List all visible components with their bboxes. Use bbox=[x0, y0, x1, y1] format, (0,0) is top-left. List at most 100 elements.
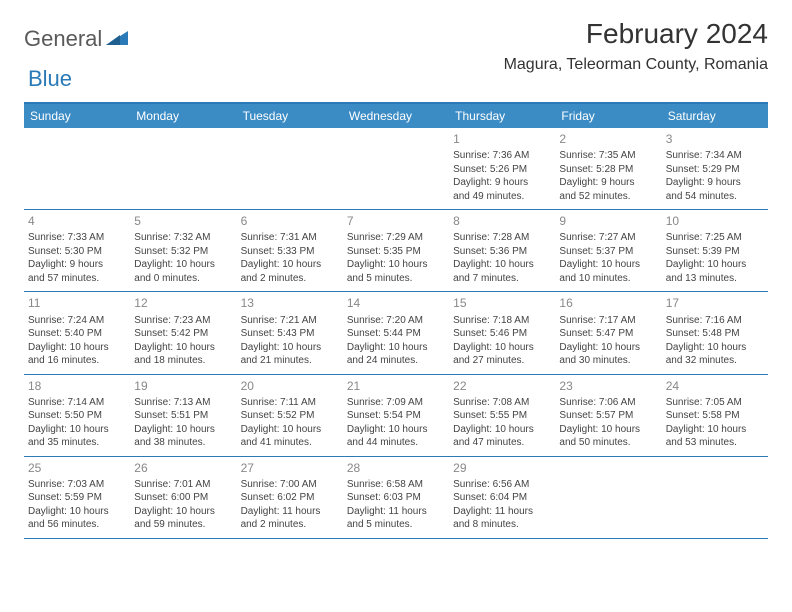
calendar-cell bbox=[343, 128, 449, 210]
calendar-cell: 27Sunrise: 7:00 AMSunset: 6:02 PMDayligh… bbox=[237, 457, 343, 539]
sunset-text: Sunset: 5:28 PM bbox=[559, 163, 657, 177]
sunrise-text: Sunrise: 7:24 AM bbox=[28, 314, 126, 328]
sunrise-text: Sunrise: 7:14 AM bbox=[28, 396, 126, 410]
daylight-text: and 47 minutes. bbox=[453, 436, 551, 450]
daylight-text: and 38 minutes. bbox=[134, 436, 232, 450]
sunrise-text: Sunrise: 7:31 AM bbox=[241, 231, 339, 245]
sunrise-text: Sunrise: 7:03 AM bbox=[28, 478, 126, 492]
calendar-cell: 18Sunrise: 7:14 AMSunset: 5:50 PMDayligh… bbox=[24, 375, 130, 457]
calendar-cell: 11 Sunrise: 7:24 AMSunset: 5:40 PMDayligh… bbox=[24, 292, 130, 374]
sunrise-text: Sunrise: 7:01 AM bbox=[134, 478, 232, 492]
sunrise-text: Sunrise: 7:17 AM bbox=[559, 314, 657, 328]
sunrise-text: Sunrise: 7:13 AM bbox=[134, 396, 232, 410]
calendar-cell: 4Sunrise: 7:33 AMSunset: 5:30 PMDaylight… bbox=[24, 210, 130, 292]
sunrise-text: Sunrise: 7:23 AM bbox=[134, 314, 232, 328]
daylight-text: and 56 minutes. bbox=[28, 518, 126, 532]
logo-text-blue: Blue bbox=[28, 66, 72, 92]
day-number: 13 bbox=[241, 295, 339, 311]
calendar-cell: 10Sunrise: 7:25 AMSunset: 5:39 PMDayligh… bbox=[662, 210, 768, 292]
daylight-text: Daylight: 10 hours bbox=[666, 423, 764, 437]
daylight-text: Daylight: 10 hours bbox=[134, 258, 232, 272]
calendar-cell: 5Sunrise: 7:32 AMSunset: 5:32 PMDaylight… bbox=[130, 210, 236, 292]
calendar-cell bbox=[237, 128, 343, 210]
calendar-cell: 19Sunrise: 7:13 AMSunset: 5:51 PMDayligh… bbox=[130, 375, 236, 457]
daylight-text: Daylight: 10 hours bbox=[28, 505, 126, 519]
day-number: 22 bbox=[453, 378, 551, 394]
daylight-text: Daylight: 9 hours bbox=[559, 176, 657, 190]
day-number: 25 bbox=[28, 460, 126, 476]
daylight-text: and 10 minutes. bbox=[559, 272, 657, 286]
sunset-text: Sunset: 5:57 PM bbox=[559, 409, 657, 423]
calendar-cell: 15Sunrise: 7:18 AMSunset: 5:46 PMDayligh… bbox=[449, 292, 555, 374]
daylight-text: and 53 minutes. bbox=[666, 436, 764, 450]
day-number: 5 bbox=[134, 213, 232, 229]
daylight-text: Daylight: 9 hours bbox=[28, 258, 126, 272]
daylight-text: and 13 minutes. bbox=[666, 272, 764, 286]
sunset-text: Sunset: 5:46 PM bbox=[453, 327, 551, 341]
day-number: 9 bbox=[559, 213, 657, 229]
day-number: 28 bbox=[347, 460, 445, 476]
sunset-text: Sunset: 5:54 PM bbox=[347, 409, 445, 423]
daylight-text: Daylight: 10 hours bbox=[347, 341, 445, 355]
weekday-header: Thursday bbox=[449, 104, 555, 128]
daylight-text: and 8 minutes. bbox=[453, 518, 551, 532]
day-number: 21 bbox=[347, 378, 445, 394]
sunset-text: Sunset: 5:59 PM bbox=[28, 491, 126, 505]
sunset-text: Sunset: 5:29 PM bbox=[666, 163, 764, 177]
daylight-text: and 0 minutes. bbox=[134, 272, 232, 286]
logo-text-general: General bbox=[24, 26, 102, 52]
calendar: Sunday Monday Tuesday Wednesday Thursday… bbox=[24, 102, 768, 539]
sunset-text: Sunset: 5:58 PM bbox=[666, 409, 764, 423]
calendar-cell: 25 Sunrise: 7:03 AMSunset: 5:59 PMDayligh… bbox=[24, 457, 130, 539]
weekday-header: Friday bbox=[555, 104, 661, 128]
day-number: 24 bbox=[666, 378, 764, 394]
sunrise-text: Sunrise: 7:33 AM bbox=[28, 231, 126, 245]
calendar-cell: 14Sunrise: 7:20 AMSunset: 5:44 PMDayligh… bbox=[343, 292, 449, 374]
day-number: 15 bbox=[453, 295, 551, 311]
sunset-text: Sunset: 5:55 PM bbox=[453, 409, 551, 423]
day-number: 11 bbox=[28, 295, 126, 311]
day-number: 3 bbox=[666, 131, 764, 147]
calendar-cell: 6Sunrise: 7:31 AMSunset: 5:33 PMDaylight… bbox=[237, 210, 343, 292]
logo-triangle-icon bbox=[106, 29, 128, 50]
daylight-text: and 44 minutes. bbox=[347, 436, 445, 450]
daylight-text: Daylight: 10 hours bbox=[559, 258, 657, 272]
daylight-text: Daylight: 10 hours bbox=[453, 258, 551, 272]
daylight-text: Daylight: 10 hours bbox=[28, 341, 126, 355]
day-number: 7 bbox=[347, 213, 445, 229]
daylight-text: and 21 minutes. bbox=[241, 354, 339, 368]
daylight-text: Daylight: 10 hours bbox=[134, 505, 232, 519]
title-block: February 2024 Magura, Teleorman County, … bbox=[504, 18, 768, 74]
sunset-text: Sunset: 5:40 PM bbox=[28, 327, 126, 341]
daylight-text: and 59 minutes. bbox=[134, 518, 232, 532]
daylight-text: and 2 minutes. bbox=[241, 518, 339, 532]
sunrise-text: Sunrise: 7:28 AM bbox=[453, 231, 551, 245]
sunset-text: Sunset: 6:00 PM bbox=[134, 491, 232, 505]
sunrise-text: Sunrise: 7:20 AM bbox=[347, 314, 445, 328]
daylight-text: and 30 minutes. bbox=[559, 354, 657, 368]
page-title: February 2024 bbox=[504, 18, 768, 50]
sunset-text: Sunset: 6:04 PM bbox=[453, 491, 551, 505]
weekday-header: Tuesday bbox=[237, 104, 343, 128]
calendar-cell bbox=[24, 128, 130, 210]
day-number: 16 bbox=[559, 295, 657, 311]
daylight-text: and 52 minutes. bbox=[559, 190, 657, 204]
daylight-text: and 2 minutes. bbox=[241, 272, 339, 286]
calendar-cell bbox=[555, 457, 661, 539]
calendar-cell: 16Sunrise: 7:17 AMSunset: 5:47 PMDayligh… bbox=[555, 292, 661, 374]
calendar-cell: 24Sunrise: 7:05 AMSunset: 5:58 PMDayligh… bbox=[662, 375, 768, 457]
calendar-cell: 13Sunrise: 7:21 AMSunset: 5:43 PMDayligh… bbox=[237, 292, 343, 374]
calendar-cell: 1Sunrise: 7:36 AMSunset: 5:26 PMDaylight… bbox=[449, 128, 555, 210]
sunset-text: Sunset: 5:35 PM bbox=[347, 245, 445, 259]
location-text: Magura, Teleorman County, Romania bbox=[504, 56, 768, 74]
sunset-text: Sunset: 5:44 PM bbox=[347, 327, 445, 341]
day-number: 10 bbox=[666, 213, 764, 229]
daylight-text: and 7 minutes. bbox=[453, 272, 551, 286]
day-number: 8 bbox=[453, 213, 551, 229]
daylight-text: Daylight: 9 hours bbox=[453, 176, 551, 190]
calendar-cell: 28Sunrise: 6:58 AMSunset: 6:03 PMDayligh… bbox=[343, 457, 449, 539]
day-number: 19 bbox=[134, 378, 232, 394]
calendar-header-row: Sunday Monday Tuesday Wednesday Thursday… bbox=[24, 104, 768, 128]
sunset-text: Sunset: 5:51 PM bbox=[134, 409, 232, 423]
daylight-text: Daylight: 10 hours bbox=[453, 341, 551, 355]
